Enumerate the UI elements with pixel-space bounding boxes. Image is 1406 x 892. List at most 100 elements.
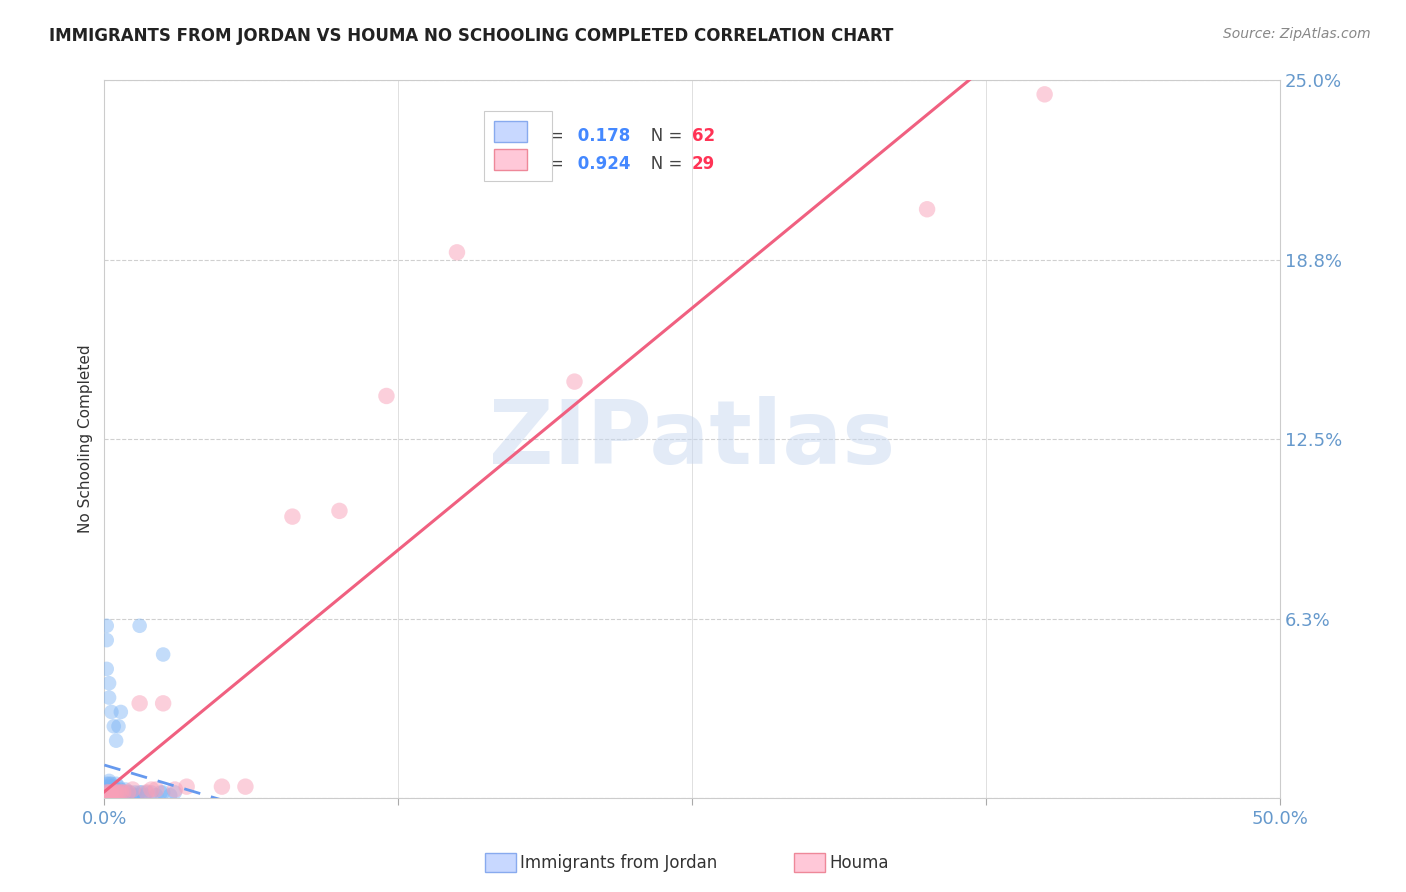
Text: IMMIGRANTS FROM JORDAN VS HOUMA NO SCHOOLING COMPLETED CORRELATION CHART: IMMIGRANTS FROM JORDAN VS HOUMA NO SCHOO…: [49, 27, 894, 45]
Point: [96, 777, 118, 791]
Point: [141, 782, 163, 797]
Point: [96, 619, 118, 633]
Point: [100, 705, 122, 719]
Point: [120, 785, 142, 799]
Point: [145, 782, 167, 797]
Point: [107, 785, 129, 799]
Point: [103, 789, 125, 803]
Text: N =: N =: [636, 127, 688, 145]
Point: [96, 633, 118, 648]
Point: [96, 785, 118, 799]
Point: [1033, 87, 1056, 102]
Point: [100, 780, 122, 794]
Point: [128, 785, 150, 799]
Point: [107, 785, 129, 799]
Point: [121, 789, 143, 803]
Point: [98, 789, 121, 803]
Text: N =: N =: [636, 155, 688, 173]
Point: [105, 782, 128, 797]
Point: [105, 789, 128, 803]
Point: [103, 782, 125, 797]
Point: [114, 782, 136, 797]
Point: [107, 780, 129, 794]
Point: [110, 705, 132, 719]
Point: [176, 780, 198, 794]
Point: [121, 782, 143, 797]
Point: [98, 690, 121, 705]
Point: [159, 789, 181, 803]
Point: [163, 785, 186, 799]
Text: Source: ZipAtlas.com: Source: ZipAtlas.com: [1223, 27, 1371, 41]
Point: [112, 785, 135, 799]
Point: [96, 789, 118, 803]
Legend: , : ,: [484, 111, 553, 181]
Point: [96, 662, 118, 676]
Point: [915, 202, 938, 217]
Point: [98, 777, 121, 791]
Point: [145, 789, 167, 803]
Point: [96, 789, 118, 803]
Point: [96, 782, 118, 797]
Text: 62: 62: [692, 127, 714, 145]
Text: ZIPatlas: ZIPatlas: [489, 395, 896, 483]
Point: [110, 785, 132, 799]
Point: [114, 789, 136, 803]
Point: [131, 785, 153, 799]
Point: [103, 719, 125, 733]
Point: [135, 785, 157, 799]
Point: [96, 780, 118, 794]
Point: [564, 375, 586, 389]
Point: [135, 785, 157, 799]
Point: [110, 789, 132, 803]
Point: [127, 789, 149, 803]
Point: [446, 245, 468, 260]
Point: [117, 785, 139, 799]
Point: [107, 789, 129, 803]
Point: [152, 648, 174, 662]
Point: [100, 785, 122, 799]
Text: 29: 29: [692, 155, 716, 173]
Point: [235, 780, 257, 794]
Point: [96, 785, 118, 799]
Text: R =: R =: [533, 127, 569, 145]
Point: [211, 780, 233, 794]
Point: [124, 785, 146, 799]
Point: [105, 733, 128, 747]
Point: [149, 785, 172, 799]
Point: [105, 777, 128, 791]
Point: [100, 777, 122, 791]
Point: [163, 782, 186, 797]
Point: [98, 785, 121, 799]
Text: R =: R =: [533, 155, 569, 173]
Point: [112, 785, 135, 799]
Point: [98, 782, 121, 797]
Point: [134, 789, 156, 803]
Point: [141, 785, 163, 799]
Point: [103, 785, 125, 799]
Point: [117, 785, 139, 799]
Point: [152, 785, 174, 799]
Point: [103, 785, 125, 799]
Point: [128, 619, 150, 633]
Point: [103, 780, 125, 794]
Text: Immigrants from Jordan: Immigrants from Jordan: [520, 854, 717, 871]
Point: [100, 789, 122, 803]
Text: Houma: Houma: [830, 854, 889, 871]
Text: 0.178: 0.178: [572, 127, 630, 145]
Text: 0.924: 0.924: [572, 155, 631, 173]
Point: [98, 785, 121, 799]
Point: [100, 782, 122, 797]
Y-axis label: No Schooling Completed: No Schooling Completed: [79, 344, 93, 533]
Point: [152, 696, 174, 710]
Point: [110, 785, 132, 799]
Point: [375, 389, 398, 403]
Point: [328, 504, 350, 518]
Point: [110, 782, 132, 797]
Point: [105, 785, 128, 799]
Point: [128, 696, 150, 710]
Point: [98, 676, 121, 690]
Point: [281, 509, 304, 524]
Point: [98, 789, 121, 803]
Point: [98, 780, 121, 794]
Point: [100, 789, 122, 803]
